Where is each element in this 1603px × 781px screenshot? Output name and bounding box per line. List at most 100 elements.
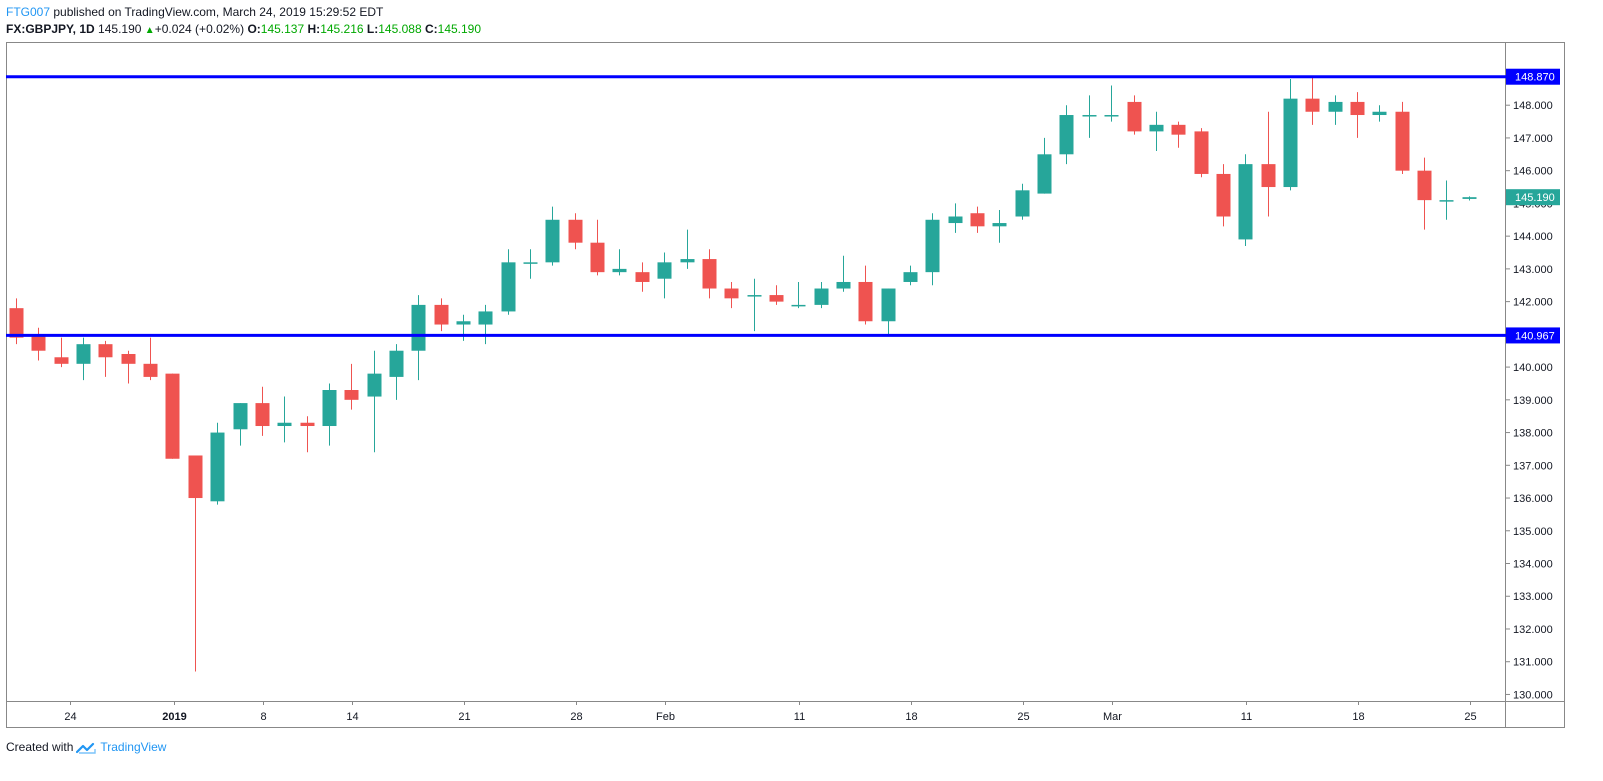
- candle: [1149, 111, 1164, 152]
- levels-group: [6, 75, 1506, 337]
- candle-body: [948, 216, 963, 224]
- candle: [925, 213, 940, 286]
- candle: [568, 213, 583, 250]
- candle: [1037, 137, 1052, 194]
- candle: [635, 262, 650, 292]
- author-link[interactable]: FTG007: [6, 5, 51, 19]
- time-axis[interactable]: 24 2019 8 14 21 28 Feb 11 18 25 Mar 11 18 25: [64, 701, 1477, 723]
- candle: [9, 298, 24, 345]
- candle-body: [210, 432, 225, 502]
- candle: [1395, 101, 1410, 174]
- candle: [1216, 164, 1231, 227]
- open-label: O:: [247, 22, 261, 36]
- price-labels-group: 148.870 140.967 145.190: [1506, 68, 1560, 344]
- candle: [836, 255, 851, 292]
- candle: [98, 340, 113, 377]
- candle: [612, 249, 627, 276]
- x-tick-label: 21: [458, 711, 470, 723]
- candle-body: [1216, 173, 1231, 217]
- candle-body: [1350, 101, 1365, 116]
- y-tick-label: 132.000: [1513, 624, 1553, 636]
- candle: [322, 383, 337, 446]
- price-label-box: [1506, 189, 1560, 206]
- candle: [367, 350, 382, 453]
- candle: [1328, 95, 1343, 125]
- publish-info: FTG007 published on TradingView.com, Mar…: [6, 4, 383, 20]
- candle-body: [858, 281, 873, 322]
- candle: [1127, 95, 1142, 135]
- y-tick-label: 148.000: [1513, 100, 1553, 112]
- tradingview-brand[interactable]: TradingView: [100, 740, 167, 754]
- candle-body: [724, 288, 739, 299]
- candle: [143, 337, 158, 381]
- high-value: 145.216: [320, 22, 364, 36]
- candle-body: [165, 373, 180, 459]
- y-tick-label: 142.000: [1513, 297, 1553, 309]
- candle: [948, 203, 963, 233]
- y-tick-label: 143.000: [1513, 264, 1553, 276]
- candle-body: [1417, 170, 1432, 201]
- candle: [411, 295, 426, 381]
- close-value: 145.190: [437, 22, 482, 36]
- candle-body: [590, 242, 605, 273]
- candle-body: [9, 308, 24, 338]
- candles-group: [9, 75, 1477, 672]
- published-text: published on TradingView.com, March 24, …: [53, 5, 384, 19]
- candle-body: [434, 304, 449, 325]
- candle-body: [1037, 154, 1052, 194]
- candle-body: [411, 304, 426, 351]
- created-with-text: Created with: [6, 740, 74, 754]
- y-tick-label: 135.000: [1513, 526, 1553, 538]
- candle: [590, 219, 605, 276]
- up-arrow-icon: ▲: [144, 25, 155, 36]
- candle-body: [255, 403, 270, 427]
- candle: [255, 386, 270, 436]
- candle-body: [791, 304, 806, 307]
- candle-body: [456, 321, 471, 325]
- candle: [1439, 180, 1454, 220]
- x-tick-label: 24: [64, 711, 76, 723]
- candle-body: [1059, 115, 1074, 155]
- x-tick-label: 8: [260, 711, 266, 723]
- candle: [1104, 85, 1119, 122]
- candle: [881, 288, 896, 335]
- candle-body: [903, 272, 918, 282]
- candle-body: [121, 353, 136, 364]
- candle-body: [1439, 200, 1454, 202]
- price-label-text: 145.190: [1515, 192, 1555, 204]
- candle-body: [300, 422, 315, 427]
- symbol-label[interactable]: FX:GBPJPY, 1D: [6, 22, 95, 36]
- candle-body: [747, 295, 762, 297]
- candle-body: [1372, 111, 1387, 116]
- candle: [344, 363, 359, 410]
- plot-frame: [6, 42, 1565, 728]
- y-tick-label: 134.000: [1513, 559, 1553, 571]
- high-label: H:: [307, 22, 321, 36]
- low-label: L:: [366, 22, 379, 36]
- candle: [478, 304, 493, 345]
- y-tick-label: 138.000: [1513, 428, 1553, 440]
- candle-body: [389, 350, 404, 377]
- price-change: +0.024 (+0.02%): [154, 22, 245, 36]
- candle-body: [836, 281, 851, 289]
- candle: [188, 455, 203, 672]
- candle: [791, 281, 806, 309]
- candle-body: [54, 357, 69, 364]
- y-tick-label: 137.000: [1513, 460, 1553, 472]
- candle: [1261, 111, 1276, 217]
- candle-body: [31, 334, 46, 351]
- candle-body: [814, 288, 829, 305]
- candle: [1283, 79, 1298, 191]
- candle: [54, 337, 69, 368]
- candle-body: [344, 390, 359, 400]
- x-tick-label: 25: [1464, 711, 1476, 723]
- candle-body: [367, 373, 382, 397]
- price-label-text: 148.870: [1515, 72, 1555, 84]
- price-label-box: [1506, 327, 1560, 344]
- candle-body: [769, 295, 784, 302]
- candle: [501, 249, 516, 315]
- x-tick-label: 18: [1352, 711, 1364, 723]
- price-label-box: [1506, 68, 1560, 85]
- candle-body: [1283, 98, 1298, 188]
